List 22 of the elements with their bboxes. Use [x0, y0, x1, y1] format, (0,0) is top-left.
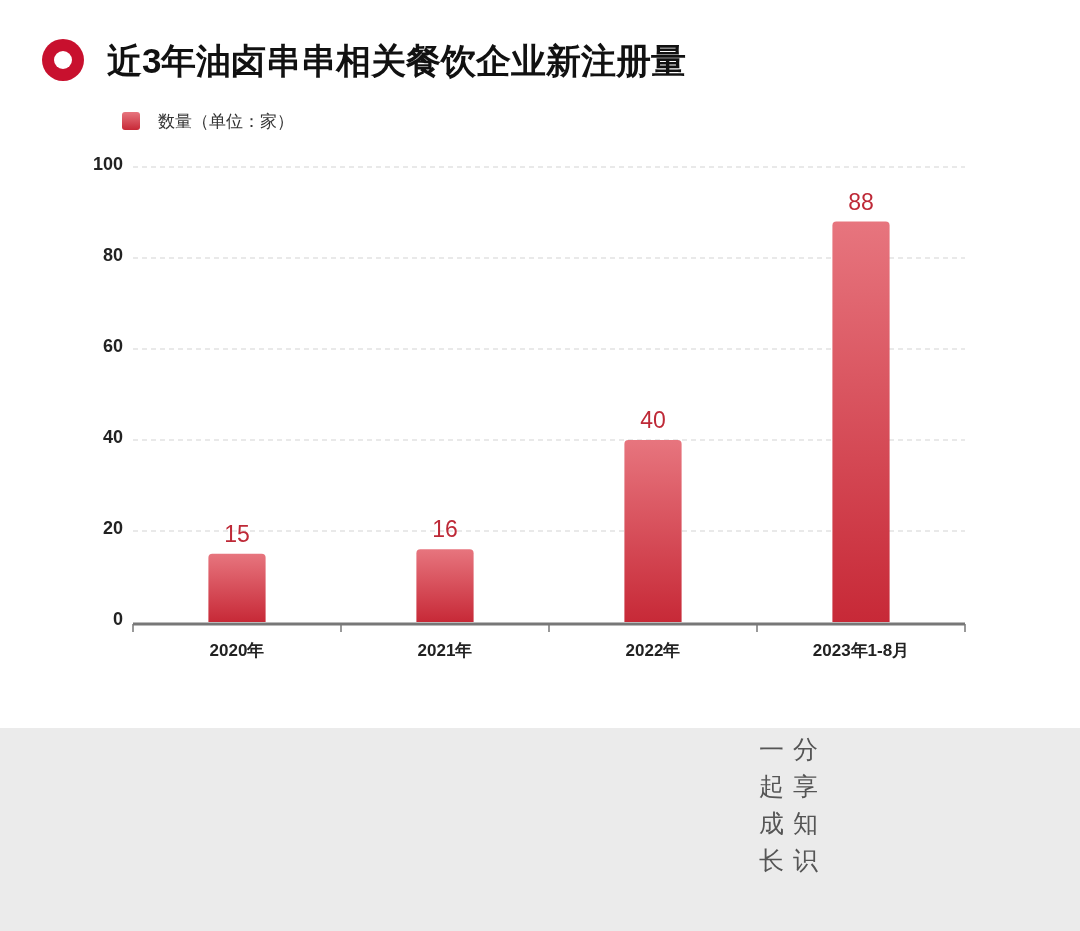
text: 分享知识: [792, 735, 818, 874]
y-tick-label: 20: [102, 517, 123, 538]
y-tick-label: 60: [102, 335, 123, 356]
bar: [624, 440, 682, 622]
text: 一起成长: [758, 735, 784, 874]
bar: [416, 549, 474, 622]
data-label: 88: [848, 188, 874, 215]
bar: [832, 221, 890, 622]
legend-label: 数量（单位：家）: [158, 112, 294, 131]
x-tick-label: 2021年: [417, 641, 473, 660]
x-tick-label: 2022年: [625, 641, 681, 660]
x-tick-label: 2020年: [209, 641, 265, 660]
y-tick-label: 80: [102, 244, 123, 265]
data-label: 15: [224, 520, 250, 547]
bar: [208, 553, 266, 622]
y-tick-label: 0: [112, 608, 123, 629]
data-label: 16: [432, 516, 458, 543]
y-tick-label: 40: [102, 426, 123, 447]
data-label: 40: [640, 407, 666, 433]
x-tick-label: 2023年1-8月: [812, 641, 910, 660]
y-tick-label: 100: [92, 153, 123, 174]
chart-title: 近3年油卤串串相关餐饮企业新注册量: [107, 41, 687, 80]
